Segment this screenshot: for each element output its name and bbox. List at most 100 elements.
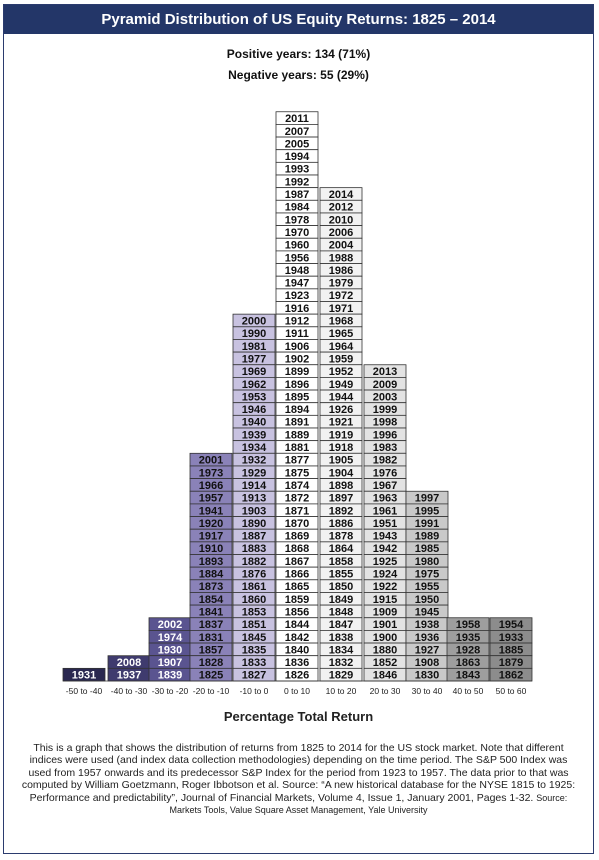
year-cell: 1956 <box>275 250 319 264</box>
year-label: 1996 <box>373 429 397 441</box>
year-label: 1993 <box>285 164 309 176</box>
year-label: 1921 <box>329 417 353 429</box>
year-cell: 2009 <box>363 376 407 391</box>
footnote-body: This is a graph that shows the distribut… <box>21 742 576 804</box>
year-cell: 1990 <box>232 326 276 340</box>
year-label: 1956 <box>285 252 309 264</box>
year-label: 1847 <box>329 619 353 631</box>
year-label: 1974 <box>158 632 183 644</box>
year-label: 1906 <box>285 341 309 353</box>
year-label: 1843 <box>456 670 480 682</box>
year-label: 1976 <box>373 467 397 479</box>
year-cell: 1894 <box>275 402 319 416</box>
year-label: 1890 <box>242 518 266 530</box>
year-cell: 1952 <box>319 364 363 378</box>
year-label: 1903 <box>242 505 266 517</box>
footnote-source: Source: Markets Tools, Value Square Asse… <box>169 792 568 816</box>
year-cell: 1974 <box>148 630 192 644</box>
year-cell: 1839 <box>148 667 192 682</box>
year-label: 1999 <box>373 404 397 416</box>
year-cell: 1933 <box>489 630 533 644</box>
year-cell: 1916 <box>275 301 319 315</box>
year-cell: 1998 <box>363 414 407 429</box>
year-cell: 1850 <box>319 579 363 593</box>
year-cell: 1915 <box>363 592 407 606</box>
year-label: 1971 <box>329 303 353 315</box>
year-cell: 1885 <box>489 642 533 656</box>
year-label: 1929 <box>242 467 266 479</box>
year-cell: 1986 <box>319 263 363 277</box>
year-cell: 1858 <box>319 554 363 568</box>
year-label: 2014 <box>329 189 354 201</box>
year-cell: 1912 <box>275 313 319 328</box>
year-label: 1988 <box>329 252 353 264</box>
x-tick-label: -40 to -30 <box>111 686 148 696</box>
year-cell: 1851 <box>232 617 276 631</box>
year-label: 1934 <box>242 442 267 454</box>
year-cell: 1855 <box>319 566 363 581</box>
year-label: 1928 <box>456 644 480 656</box>
year-label: 1900 <box>373 632 397 644</box>
year-cell: 1971 <box>319 301 363 315</box>
year-label: 1930 <box>158 644 182 656</box>
year-cell: 1853 <box>232 604 276 618</box>
year-cell: 1913 <box>232 490 276 505</box>
year-cell: 1874 <box>275 478 319 492</box>
year-label: 1864 <box>329 543 354 555</box>
year-cell: 1841 <box>189 604 233 618</box>
year-cell: 2003 <box>363 389 407 403</box>
year-cell: 1934 <box>232 440 276 454</box>
year-label: 1941 <box>199 505 223 517</box>
year-label: 1908 <box>415 657 439 669</box>
year-cell: 1943 <box>363 528 407 543</box>
year-cell: 2011 <box>275 111 319 125</box>
year-label: 1902 <box>285 353 309 365</box>
year-label: 1916 <box>285 303 309 315</box>
year-cell: 1852 <box>363 655 407 669</box>
year-cell: 1941 <box>189 503 233 517</box>
year-cell: 1898 <box>319 478 363 492</box>
year-label: 1972 <box>329 290 353 302</box>
year-cell: 1884 <box>189 566 233 581</box>
x-tick-label: 0 to 10 <box>284 686 310 696</box>
year-label: 1854 <box>199 594 224 606</box>
year-cell: 2001 <box>189 452 233 467</box>
year-label: 1879 <box>499 657 523 669</box>
year-label: 1992 <box>285 176 309 188</box>
year-label: 1969 <box>242 366 266 378</box>
year-cell: 1988 <box>319 250 363 264</box>
year-label: 2006 <box>329 227 353 239</box>
year-label: 1927 <box>415 644 439 656</box>
year-cell: 1997 <box>405 490 449 505</box>
year-cell: 1838 <box>319 630 363 644</box>
year-label: 1948 <box>285 265 309 277</box>
year-label: 1989 <box>415 531 439 543</box>
year-label: 1865 <box>285 581 309 593</box>
year-cell: 2005 <box>275 136 319 150</box>
year-label: 1990 <box>242 328 266 340</box>
year-label: 1875 <box>285 467 309 479</box>
year-cell: 1969 <box>232 364 276 378</box>
year-label: 1922 <box>373 581 397 593</box>
year-label: 1887 <box>242 531 266 543</box>
year-label: 1981 <box>242 341 266 353</box>
year-cell: 1937 <box>107 667 151 682</box>
year-label: 1885 <box>499 644 523 656</box>
year-cell: 1861 <box>232 579 276 593</box>
year-cell: 1890 <box>232 516 276 530</box>
year-label: 1837 <box>199 619 223 631</box>
year-cell: 2010 <box>319 212 363 226</box>
year-cell: 1935 <box>446 630 490 644</box>
year-label: 1919 <box>329 429 353 441</box>
year-label: 1949 <box>329 379 353 391</box>
year-cell: 1940 <box>232 414 276 429</box>
year-label: 1873 <box>199 581 223 593</box>
year-label: 2004 <box>329 240 354 252</box>
year-label: 1912 <box>285 316 309 328</box>
year-cell: 1994 <box>275 149 319 163</box>
year-cell: 1868 <box>275 541 319 555</box>
year-label: 1856 <box>285 606 309 618</box>
year-label: 1982 <box>373 455 397 467</box>
year-cell: 1889 <box>275 427 319 441</box>
